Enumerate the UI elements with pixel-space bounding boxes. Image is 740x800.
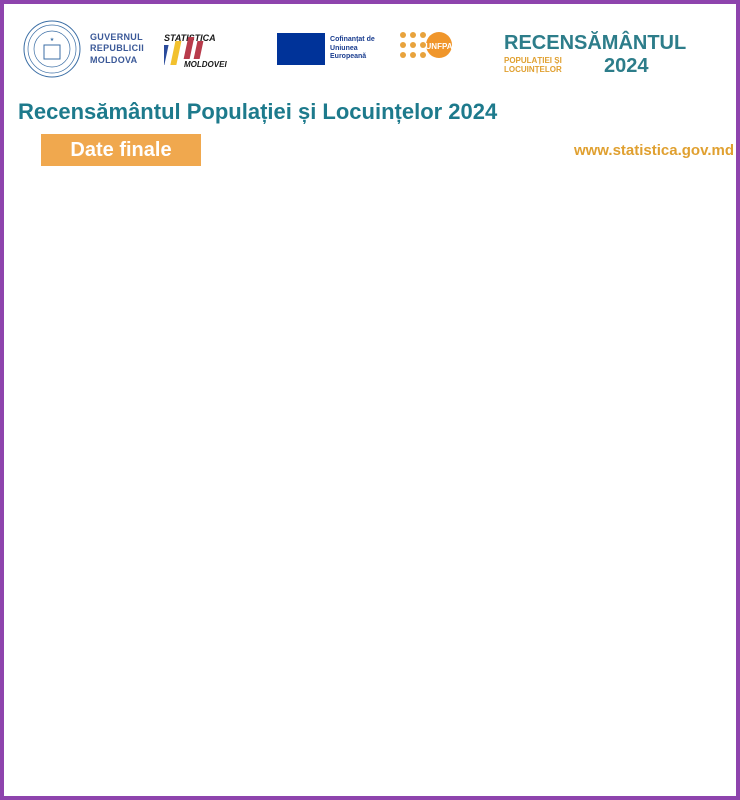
svg-text:UNFPA: UNFPA xyxy=(426,42,453,51)
svg-text:RECENSĂMÂNTUL: RECENSĂMÂNTUL xyxy=(504,30,686,54)
svg-text:2024: 2024 xyxy=(604,55,649,77)
svg-text:MOLDOVEI: MOLDOVEI xyxy=(184,60,227,69)
svg-text:LOCUINȚELOR: LOCUINȚELOR xyxy=(504,65,562,74)
svg-text:POPULAȚIEI ȘI: POPULAȚIEI ȘI xyxy=(504,56,562,65)
svg-text:★: ★ xyxy=(50,37,55,43)
